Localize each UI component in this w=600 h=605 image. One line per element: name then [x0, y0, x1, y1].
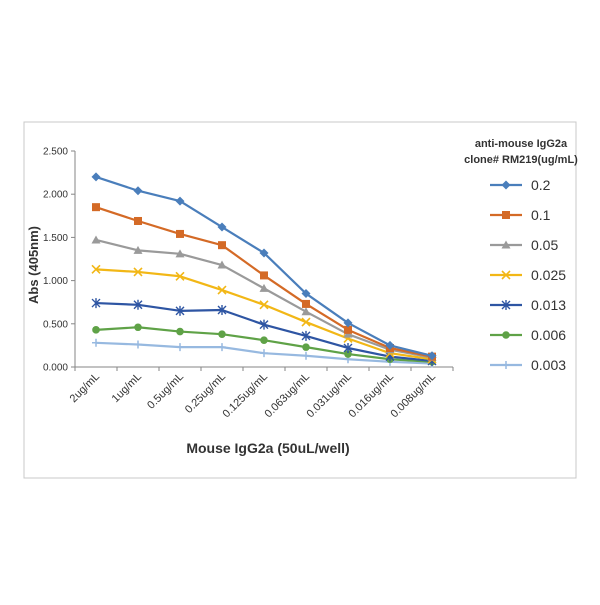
data-point [259, 248, 269, 258]
data-point [91, 172, 101, 182]
x-axis-label: Mouse IgG2a (50uL/well) [186, 440, 349, 456]
data-point [92, 326, 100, 334]
series-0.2 [91, 172, 437, 361]
data-point [301, 330, 311, 341]
data-point [501, 300, 511, 310]
data-point [91, 264, 101, 274]
legend-label: 0.05 [531, 237, 558, 253]
data-point [91, 298, 101, 309]
data-point [260, 349, 268, 358]
legend-title-line2: clone# RM219(ug/mL) [464, 154, 578, 166]
data-point [92, 203, 100, 212]
data-point [302, 299, 310, 308]
y-axis-label: Abs (405nm) [26, 226, 41, 304]
series-0.003 [92, 338, 436, 368]
data-point [217, 285, 227, 295]
data-point [502, 361, 510, 369]
data-point [218, 343, 226, 352]
legend-item: 0.2 [490, 177, 551, 193]
y-axis: 0.000 0.500 1.000 1.500 2.000 2.500 [43, 147, 76, 374]
data-point [260, 336, 268, 345]
legend-items: 0.2 0.1 0.05 0.025 0.013 0.006 0.003 [490, 177, 566, 373]
data-point [301, 317, 311, 327]
data-point [175, 196, 185, 206]
data-point [344, 350, 352, 358]
data-point [259, 300, 269, 310]
legend-item: 0.013 [490, 297, 566, 313]
legend-label: 0.006 [531, 327, 566, 343]
legend: anti-mouse IgG2a clone# RM219(ug/mL) 0.2… [464, 138, 578, 373]
y-tick-label: 1.000 [43, 276, 68, 287]
y-tick-label: 2.500 [43, 147, 68, 158]
data-point [91, 235, 101, 244]
y-tick-label: 0.500 [43, 319, 68, 330]
data-point [92, 338, 100, 347]
legend-item: 0.05 [490, 237, 558, 253]
legend-label: 0.2 [531, 177, 551, 193]
legend-title-line1: anti-mouse IgG2a [475, 138, 568, 150]
data-point [175, 249, 185, 258]
data-point [217, 304, 227, 315]
y-tick-label: 0.000 [43, 363, 68, 374]
data-point [218, 330, 226, 338]
legend-label: 0.1 [531, 207, 551, 223]
legend-label: 0.013 [531, 297, 566, 313]
data-point [301, 289, 311, 299]
data-point [343, 318, 353, 328]
data-point [502, 331, 510, 339]
series-0.013 [91, 298, 437, 366]
data-point [385, 340, 395, 350]
legend-item: 0.025 [490, 267, 566, 283]
series-group [91, 172, 437, 368]
data-point [133, 186, 143, 196]
data-point [302, 351, 310, 360]
data-point [302, 343, 310, 351]
data-point [427, 351, 437, 361]
data-point [501, 270, 511, 280]
y-tick-label: 1.500 [43, 233, 68, 244]
legend-item: 0.003 [490, 357, 566, 373]
data-point [344, 325, 352, 334]
data-point [501, 180, 511, 190]
data-point [134, 323, 142, 332]
legend-item: 0.006 [490, 327, 566, 343]
data-point [133, 245, 143, 254]
legend-label: 0.003 [531, 357, 566, 373]
data-point [176, 327, 184, 336]
data-point [134, 340, 142, 349]
data-point [217, 222, 227, 232]
data-point [501, 240, 511, 249]
data-point [301, 307, 311, 316]
data-point [218, 241, 226, 250]
legend-label: 0.025 [531, 267, 566, 283]
data-point [217, 260, 227, 269]
data-point [260, 271, 268, 280]
data-point [133, 299, 143, 310]
data-point [259, 283, 269, 292]
data-point [343, 342, 353, 353]
data-point [134, 216, 142, 225]
y-tick-label: 2.000 [43, 190, 68, 201]
data-point [502, 211, 510, 219]
data-point [176, 229, 184, 238]
data-point [175, 305, 185, 316]
legend-item: 0.1 [490, 207, 551, 223]
data-point [133, 267, 143, 277]
data-point [176, 343, 184, 352]
data-point [175, 271, 185, 281]
data-point [259, 319, 269, 330]
